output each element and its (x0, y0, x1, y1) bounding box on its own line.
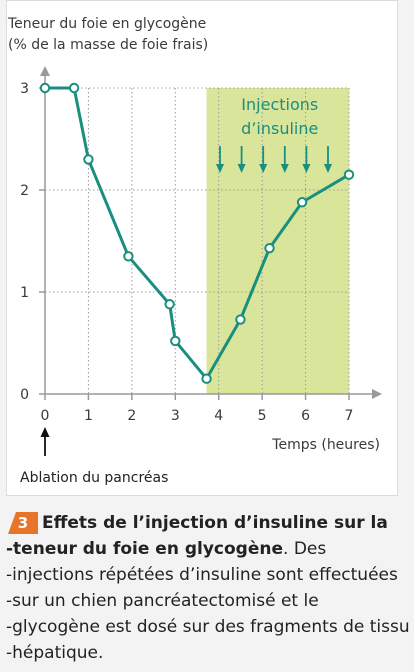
data-point (264, 242, 275, 254)
y-tick-label: 0 (20, 387, 29, 403)
figure-number-badge: 3 (8, 512, 38, 534)
y-axis-title-line1: Teneur du foie en glycogène (7, 16, 206, 32)
injection-arrow (280, 146, 289, 173)
caption-line5: -glycogène est dosé sur des fragments de… (6, 617, 410, 637)
data-point (201, 373, 212, 384)
ablation-label: Ablation du pancréas (20, 470, 168, 486)
y-axis-title-line2: (% de la masse de foie frais) (8, 37, 208, 53)
x-tick-label: 0 (41, 408, 50, 424)
data-point (235, 314, 246, 325)
data-point (39, 82, 51, 94)
caption-line3: -injections répétées d’insuline sont eff… (6, 565, 398, 585)
injection-arrow (302, 146, 311, 173)
caption-line2-rest: . Des (283, 539, 327, 559)
caption-line6: -hépatique. (6, 643, 104, 663)
x-tick-label: 4 (214, 408, 223, 424)
x-tick-labels: 0 1 2 3 4 5 6 7 (41, 408, 354, 424)
caption-line4: -sur un chien pancréatectomisé et le (6, 591, 319, 611)
x-tick-label: 3 (171, 408, 180, 424)
data-point (83, 154, 94, 165)
injection-label-line1: Injections (241, 95, 318, 114)
x-tick-label: 5 (258, 408, 267, 424)
data-point (343, 169, 355, 180)
x-axis-arrowhead (372, 389, 382, 399)
injection-arrow (324, 146, 332, 173)
badge-shape (8, 512, 38, 534)
figure-number: 3 (17, 514, 29, 532)
data-point (170, 335, 181, 347)
injection-arrow (216, 146, 224, 173)
x-tick-label: 1 (84, 408, 93, 424)
data-point (296, 197, 308, 208)
caption-title-line2: -teneur du foie en glycogène (6, 539, 284, 559)
chart: Teneur du foie en glycogène (% de la mas… (7, 16, 382, 486)
x-axis-title: Temps (heures) (271, 437, 380, 453)
data-point (164, 299, 175, 310)
injection-arrows (216, 146, 332, 173)
data-point (123, 251, 134, 262)
injection-arrow (259, 146, 268, 173)
grid (45, 87, 350, 394)
insulin-injection-period (206, 88, 349, 394)
data-point (68, 82, 80, 94)
data-points (39, 82, 355, 384)
y-tick-label: 2 (20, 183, 29, 199)
x-tick-label: 6 (301, 408, 310, 424)
y-axis-arrowhead (40, 66, 50, 76)
x-tick-label: 7 (345, 408, 354, 424)
caption-line2: -teneur du foie en glycogène. Des (6, 537, 326, 562)
ablation-arrow (40, 427, 50, 456)
figure-caption: 3 Effets de l’injection d’insuline sur l… (0, 506, 414, 672)
x-tick-label: 2 (127, 408, 136, 424)
caption-title-line1: Effets de l’injection d’insuline sur la (42, 513, 388, 533)
y-tick-labels: 0 1 2 3 (20, 81, 29, 403)
y-tick-label: 3 (20, 81, 29, 97)
injection-arrow (237, 146, 246, 173)
y-tick-label: 1 (20, 285, 29, 301)
injection-label-line2: d’insuline (241, 119, 318, 138)
